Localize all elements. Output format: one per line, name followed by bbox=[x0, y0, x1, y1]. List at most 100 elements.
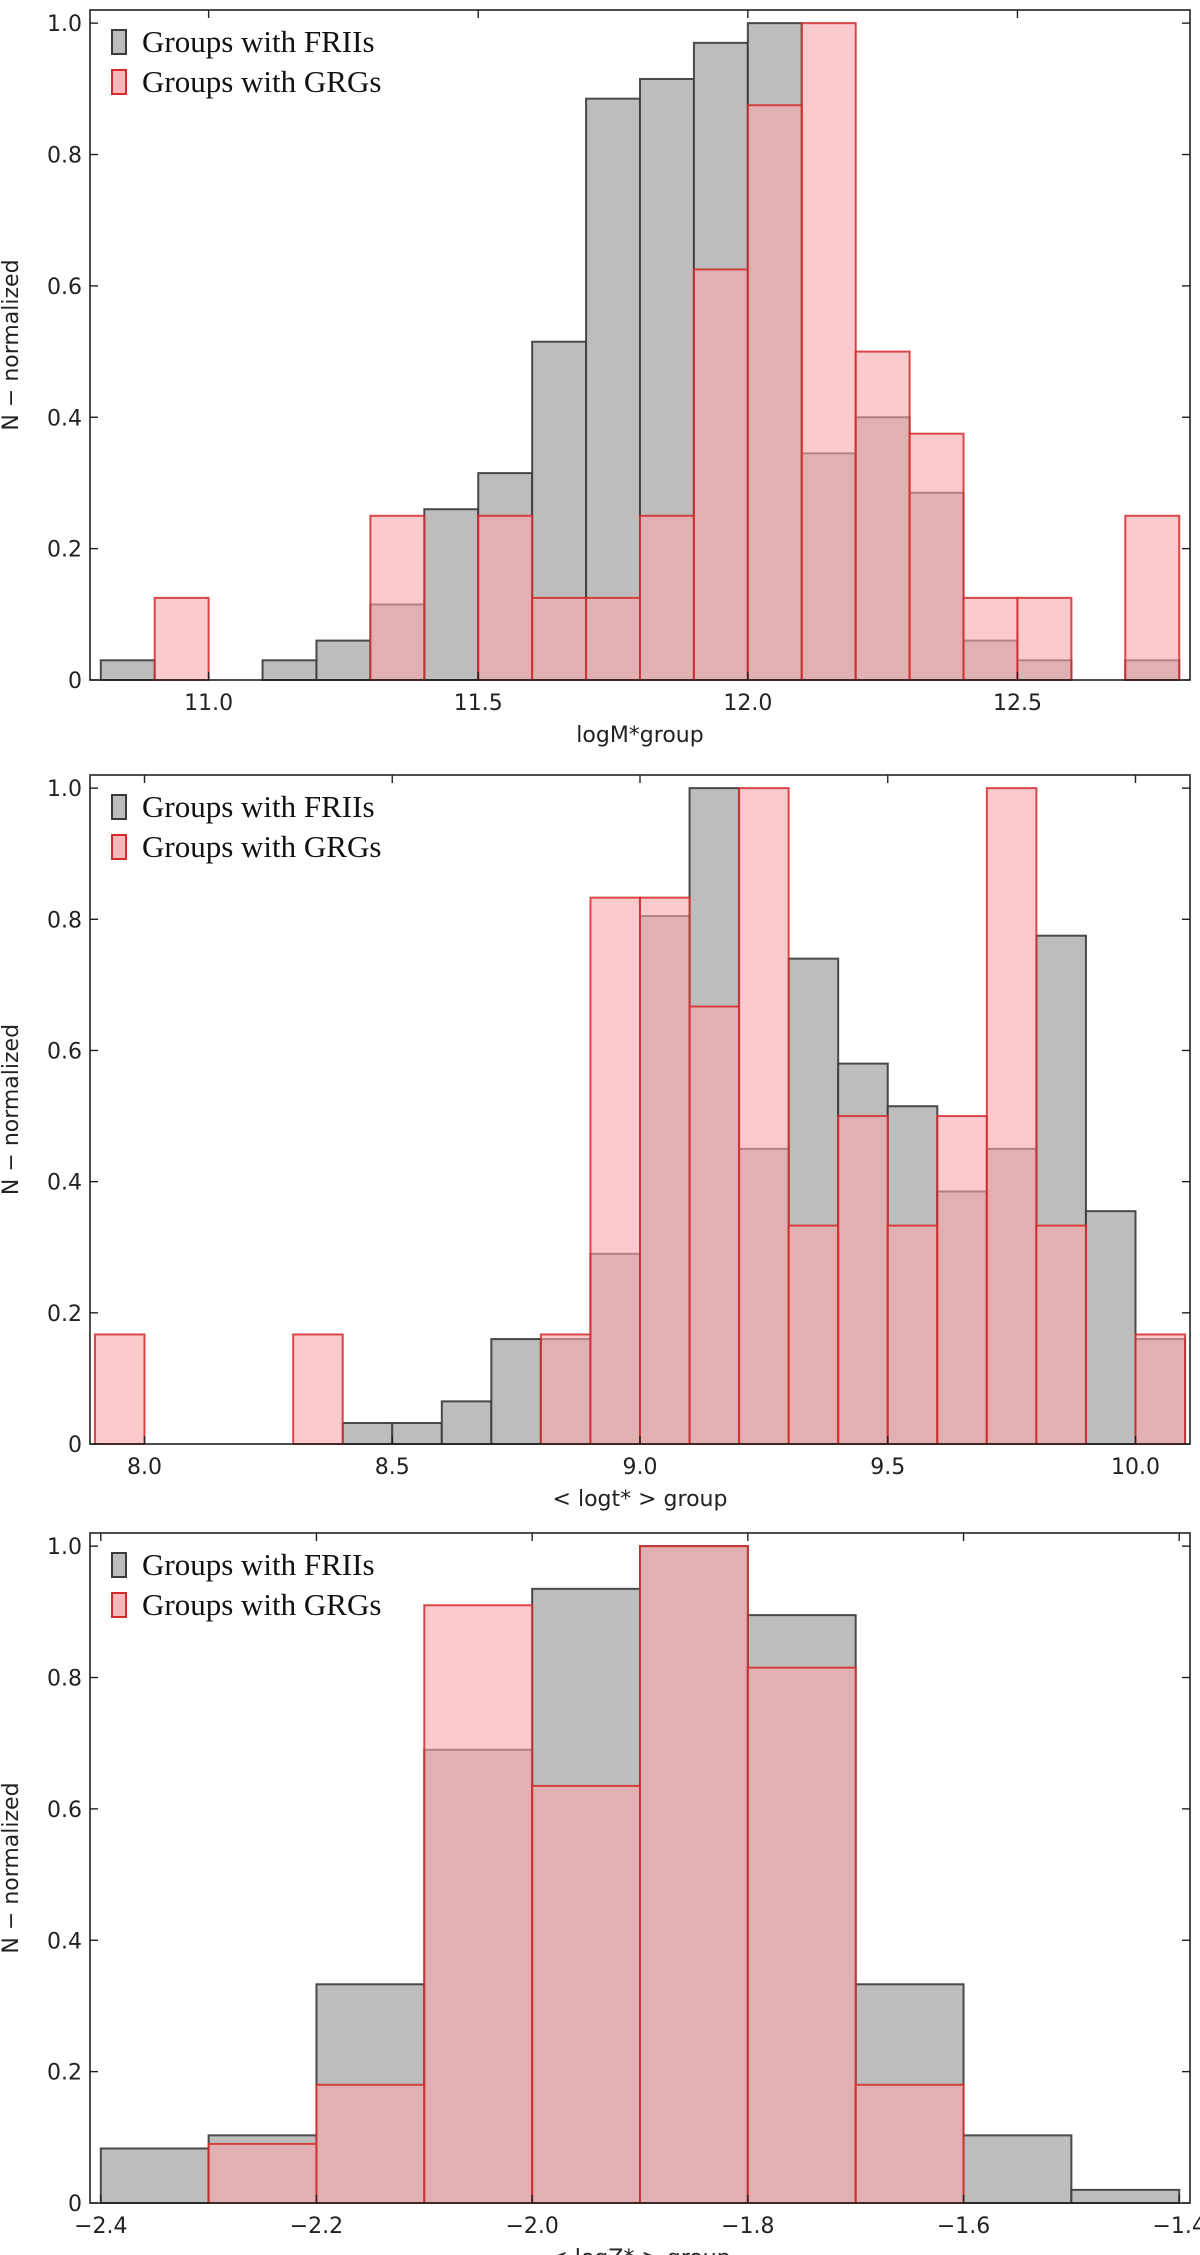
x-tick-label: −2.0 bbox=[505, 2214, 558, 2239]
bar-friis-4 bbox=[490, 1338, 542, 1446]
bar-grgs-2 bbox=[369, 514, 426, 681]
bar-grgs-4 bbox=[531, 1784, 641, 2205]
bar-grgs-5 bbox=[639, 1545, 749, 2204]
bar-grgs-12 bbox=[962, 596, 1019, 681]
y-axis-label: N − normalized bbox=[0, 1024, 24, 1195]
bar-grgs-6 bbox=[746, 1666, 857, 2204]
x-tick-label: 8.0 bbox=[127, 1455, 162, 1480]
y-tick-label: 0.8 bbox=[47, 144, 82, 169]
x-tick-label: 9.0 bbox=[623, 1455, 658, 1480]
legend-swatch-grgs bbox=[111, 834, 127, 860]
bar-grgs-1 bbox=[207, 2142, 318, 2204]
x-axis-label: logM*group bbox=[576, 723, 703, 748]
bar-friis-2 bbox=[261, 659, 318, 682]
bar-grgs-3 bbox=[539, 1333, 592, 1446]
axes-frame bbox=[89, 9, 1191, 681]
y-tick-label: 0.2 bbox=[47, 1302, 82, 1327]
x-tick-label: 11.5 bbox=[454, 691, 503, 716]
bar-grgs-14 bbox=[1124, 514, 1181, 681]
bar-grgs-6 bbox=[639, 514, 695, 681]
bar-grgs-10 bbox=[854, 350, 911, 681]
legend: Groups with FRIIs Groups with GRGs bbox=[111, 24, 381, 99]
x-tick-label: 12.5 bbox=[993, 691, 1042, 716]
bar-grgs-13 bbox=[1035, 1224, 1087, 1446]
bar-grgs-4 bbox=[531, 596, 588, 681]
x-tick-label: 8.5 bbox=[375, 1455, 410, 1480]
bar-grgs-4 bbox=[589, 896, 641, 1445]
legend: Groups with FRIIs Groups with GRGs bbox=[111, 789, 381, 864]
y-tick-label: 0.6 bbox=[47, 1039, 82, 1064]
y-axis-label: N − normalized bbox=[0, 259, 24, 430]
x-tick-label: 10.0 bbox=[1111, 1455, 1160, 1480]
y-tick-label: 0.8 bbox=[47, 908, 82, 933]
x-axis-label: < logt* > group bbox=[553, 1487, 728, 1512]
bar-friis-1 bbox=[99, 659, 156, 682]
legend: Groups with FRIIs Groups with GRGs bbox=[111, 1547, 381, 1622]
bar-friis-5 bbox=[423, 508, 480, 682]
y-tick-label: 0 bbox=[68, 669, 82, 694]
legend-swatch-friis bbox=[111, 29, 127, 55]
x-tick-label: 12.0 bbox=[723, 691, 772, 716]
x-tick-label: −1.4 bbox=[1153, 2214, 1200, 2239]
bar-grgs-3 bbox=[477, 514, 534, 681]
bar-grgs-6 bbox=[688, 1005, 741, 1446]
bar-grgs-9 bbox=[800, 22, 857, 681]
bar-friis-2 bbox=[391, 1422, 443, 1445]
bar-grgs-10 bbox=[886, 1224, 939, 1446]
chart-panel-3: 0 0.2 0.4 0.6 0.8 1.0 −2.4 −2.2 −2.0 −1.8 −1.6 −1.4… bbox=[0, 1532, 1200, 2255]
bar-grgs-1 bbox=[153, 596, 210, 681]
legend-label-grgs: Groups with GRGs bbox=[142, 64, 381, 99]
legend-label-friis: Groups with FRIIs bbox=[142, 789, 375, 824]
bar-grgs-1 bbox=[93, 1333, 146, 1446]
bar-grgs-14 bbox=[1134, 1333, 1187, 1446]
legend-label-friis: Groups with FRIIs bbox=[142, 24, 375, 59]
bar-grgs-9 bbox=[837, 1115, 889, 1445]
bar-grgs-12 bbox=[985, 787, 1038, 1445]
x-tick-label: 9.5 bbox=[870, 1455, 905, 1480]
bar-grgs-7 bbox=[854, 2083, 965, 2204]
y-axis-label: N − normalized bbox=[0, 1782, 24, 1953]
legend-label-grgs: Groups with GRGs bbox=[142, 829, 381, 864]
y-tick-label: 0.4 bbox=[47, 1171, 82, 1196]
legend-label-grgs: Groups with GRGs bbox=[142, 1587, 381, 1622]
legend-swatch-friis bbox=[111, 1552, 127, 1578]
y-tick-label: 0.4 bbox=[47, 406, 82, 431]
chart-panel-1: 0 0.2 0.4 0.6 0.8 1.0 11.0 11.5 12.0 12.5 logM*gro… bbox=[0, 9, 1191, 748]
bar-friis-8 bbox=[585, 97, 641, 682]
bar-friis-3 bbox=[315, 639, 372, 682]
bar-friis-1 bbox=[341, 1422, 394, 1445]
chart-panel-2: 0 0.2 0.4 0.6 0.8 1.0 8.0 8.5 9.0 9.5 10.0 < logt* … bbox=[0, 774, 1191, 1512]
y-tick-label: 1.0 bbox=[47, 12, 82, 37]
y-tick-label: 0 bbox=[68, 1433, 82, 1458]
legend-swatch-friis bbox=[111, 794, 127, 820]
y-tick-label: 0.2 bbox=[47, 2061, 82, 2086]
x-tick-label: −2.4 bbox=[74, 2214, 127, 2239]
y-tick-label: 0.6 bbox=[47, 275, 82, 300]
bar-grgs-8 bbox=[787, 1224, 840, 1446]
y-tick-label: 0.4 bbox=[47, 1929, 82, 1954]
bar-friis-1 bbox=[99, 2147, 210, 2205]
bar-grgs-13 bbox=[1016, 596, 1073, 681]
bar-grgs-7 bbox=[738, 787, 790, 1445]
bar-grgs-7 bbox=[692, 268, 749, 681]
bar-grgs-3 bbox=[423, 1604, 534, 2204]
axes-frame bbox=[89, 1532, 1191, 2204]
x-axis-label: < logZ* > group bbox=[549, 2246, 730, 2255]
legend-label-friis: Groups with FRIIs bbox=[142, 1547, 375, 1582]
y-tick-label: 1.0 bbox=[47, 777, 82, 802]
x-tick-label: −1.6 bbox=[937, 2214, 990, 2239]
x-tick-label: −1.8 bbox=[721, 2214, 774, 2239]
bar-grgs-2 bbox=[315, 2083, 426, 2204]
x-tick-label: 11.0 bbox=[184, 691, 233, 716]
bar-grgs-5 bbox=[585, 596, 641, 681]
bar-grgs-2 bbox=[292, 1333, 344, 1446]
bar-friis-16 bbox=[1084, 1210, 1137, 1445]
y-tick-label: 0.8 bbox=[47, 1667, 82, 1692]
y-tick-label: 0 bbox=[68, 2192, 82, 2217]
x-tick-label: −2.2 bbox=[290, 2214, 343, 2239]
legend-swatch-grgs bbox=[111, 1592, 127, 1618]
bar-grgs-11 bbox=[936, 1115, 988, 1445]
y-tick-label: 1.0 bbox=[47, 1535, 82, 1560]
y-tick-label: 0.6 bbox=[47, 1798, 82, 1823]
